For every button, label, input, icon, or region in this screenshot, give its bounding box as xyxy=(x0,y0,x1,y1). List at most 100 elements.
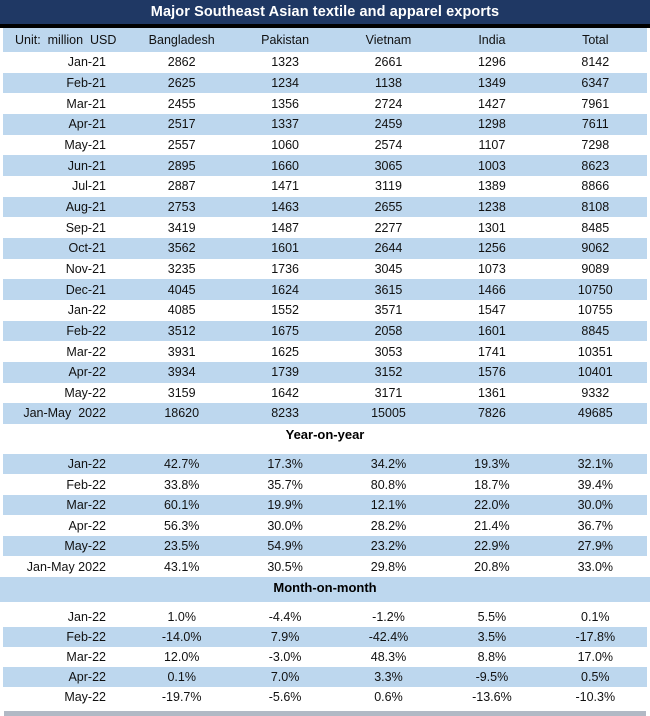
cell-total: 10750 xyxy=(577,282,613,297)
cell-india: 19.3% xyxy=(474,457,510,472)
row-label: Jul-21 xyxy=(71,179,106,194)
table-row: Jul-21 2887 1471 3119 1389 8866 xyxy=(3,176,647,197)
column-header-bangladesh: Bangladesh xyxy=(148,33,215,47)
cell-india: 1256 xyxy=(477,241,506,256)
cell-total: 33.0% xyxy=(577,559,614,574)
row-label: May-22 xyxy=(64,385,106,400)
cell-vietnam: 34.2% xyxy=(370,457,407,472)
cell-vietnam: 3119 xyxy=(375,179,402,194)
cell-india: 1073 xyxy=(477,261,506,276)
table-row: Feb-22 -14.0% 7.9% -42.4% 3.5% -17.8% xyxy=(3,626,647,647)
table-row: Mar-22 60.1% 19.9% 12.1% 22.0% 30.0% xyxy=(3,494,647,516)
cell-pakistan: 1736 xyxy=(271,261,299,276)
cell-bangladesh: 2753 xyxy=(167,199,196,214)
month-on-month-section: Jan-22 1.0% -4.4% -1.2% 5.5% 0.1% Feb-22 -14.0%… xyxy=(0,607,650,707)
cell-vietnam: 80.8% xyxy=(370,477,407,492)
column-header-india: India xyxy=(478,33,506,47)
table-row: Aug-21 2753 1463 2655 1238 8108 xyxy=(3,196,647,218)
table-row: May-21 2557 1060 2574 1107 7298 xyxy=(3,135,647,156)
cell-pakistan: 1060 xyxy=(271,137,299,152)
cell-india: 1349 xyxy=(477,75,506,90)
cell-total: 0.1% xyxy=(581,609,610,624)
row-label: Oct-21 xyxy=(68,241,106,256)
cell-pakistan: 1601 xyxy=(271,241,299,256)
table-row: Oct-21 3562 1601 2644 1256 9062 xyxy=(3,237,647,259)
cell-vietnam: -1.2% xyxy=(372,609,405,624)
cell-bangladesh: 2517 xyxy=(167,117,196,132)
cell-india: 18.7% xyxy=(474,477,510,492)
table-row: Mar-22 12.0% -3.0% 48.3% 8.8% 17.0% xyxy=(3,647,647,667)
cell-bangladesh: 43.1% xyxy=(163,559,200,574)
cell-india: 1547 xyxy=(477,303,506,318)
cell-pakistan: 1356 xyxy=(271,96,299,111)
row-label: Nov-21 xyxy=(65,261,106,276)
cell-bangladesh: 2625 xyxy=(167,75,196,90)
row-label: Aug-21 xyxy=(65,199,106,214)
row-label: Mar-22 xyxy=(66,344,106,359)
cell-india: 1238 xyxy=(477,199,506,214)
cell-bangladesh: 23.5% xyxy=(163,539,200,554)
cell-india: 1389 xyxy=(477,179,506,194)
cell-bangladesh: 2455 xyxy=(167,96,196,111)
table-row: Feb-21 2625 1234 1138 1349 6347 xyxy=(3,72,647,94)
cell-india: 1107 xyxy=(478,137,506,152)
cell-india: -13.6% xyxy=(472,689,512,704)
table-row: Feb-22 3512 1675 2058 1601 8845 xyxy=(3,320,647,342)
cell-vietnam: 2058 xyxy=(374,323,403,338)
cell-total: 9089 xyxy=(581,261,610,276)
cell-bangladesh: -19.7% xyxy=(161,689,202,704)
cell-bangladesh: 3934 xyxy=(167,365,196,380)
cell-vietnam: 3045 xyxy=(374,261,403,276)
cell-bangladesh: 3419 xyxy=(167,220,196,235)
cell-india: 1296 xyxy=(477,55,506,70)
cell-vietnam: 29.8% xyxy=(370,559,407,574)
cell-total: 8845 xyxy=(581,323,610,338)
page-title: Major Southeast Asian textile and appare… xyxy=(150,4,500,20)
cell-total: 39.4% xyxy=(577,477,614,492)
table-row: Sep-21 3419 1487 2277 1301 8485 xyxy=(3,217,647,238)
cell-india: 20.8% xyxy=(474,559,510,574)
row-label: Apr-22 xyxy=(68,365,106,380)
cell-pakistan: 1552 xyxy=(271,303,299,318)
cell-total: 10401 xyxy=(577,365,613,380)
cell-india: 21.4% xyxy=(474,518,510,533)
cell-vietnam: 3.3% xyxy=(374,669,403,684)
row-label: Jan-May 2022 xyxy=(26,559,106,574)
cell-india: 5.5% xyxy=(477,609,507,624)
table-row: Nov-21 3235 1736 3045 1073 9089 xyxy=(3,259,647,280)
monthly-exports-section: Jan-21 2862 1323 2661 1296 8142 Feb-21 2625 1234… xyxy=(0,52,650,424)
cell-vietnam: 28.2% xyxy=(370,518,407,533)
cell-bangladesh: 56.3% xyxy=(163,518,200,533)
cell-vietnam: 23.2% xyxy=(370,539,407,554)
cell-bangladesh: 3562 xyxy=(167,241,196,256)
section-heading-text: Year-on-year xyxy=(285,427,365,443)
cell-india: 7826 xyxy=(477,406,506,421)
row-label: Feb-22 xyxy=(66,629,106,644)
row-label: Jun-21 xyxy=(67,158,106,173)
section-spacer xyxy=(0,445,650,454)
cell-pakistan: 17.3% xyxy=(267,457,303,472)
cell-pakistan: -5.6% xyxy=(268,689,302,704)
cell-pakistan: -3.0% xyxy=(268,649,302,664)
row-label: Jan-22 xyxy=(67,457,106,472)
cell-total: 7298 xyxy=(581,137,610,152)
cell-pakistan: 1739 xyxy=(271,365,299,380)
row-label: Jan-May 2022 xyxy=(23,406,106,421)
cell-india: 1466 xyxy=(477,282,506,297)
cell-india: 1301 xyxy=(477,220,506,235)
cell-pakistan: -4.4% xyxy=(268,609,302,624)
cell-bangladesh: -14.0% xyxy=(161,629,202,644)
cell-pakistan: 1463 xyxy=(271,199,299,214)
cell-vietnam: 2661 xyxy=(374,55,403,70)
cell-total: 7611 xyxy=(581,117,609,132)
table-row: Jan-May 2022 43.1% 30.5% 29.8% 20.8% 33.0% xyxy=(3,556,647,577)
cell-india: 8.8% xyxy=(477,649,507,664)
cell-total: 10351 xyxy=(577,344,613,359)
cell-vietnam: 2644 xyxy=(374,241,403,256)
cell-bangladesh: 3931 xyxy=(167,344,196,359)
table-row: Jan-22 1.0% -4.4% -1.2% 5.5% 0.1% xyxy=(3,607,647,627)
cell-vietnam: 0.6% xyxy=(374,689,403,704)
cell-india: 1741 xyxy=(477,344,506,359)
cell-pakistan: 1471 xyxy=(271,179,299,194)
